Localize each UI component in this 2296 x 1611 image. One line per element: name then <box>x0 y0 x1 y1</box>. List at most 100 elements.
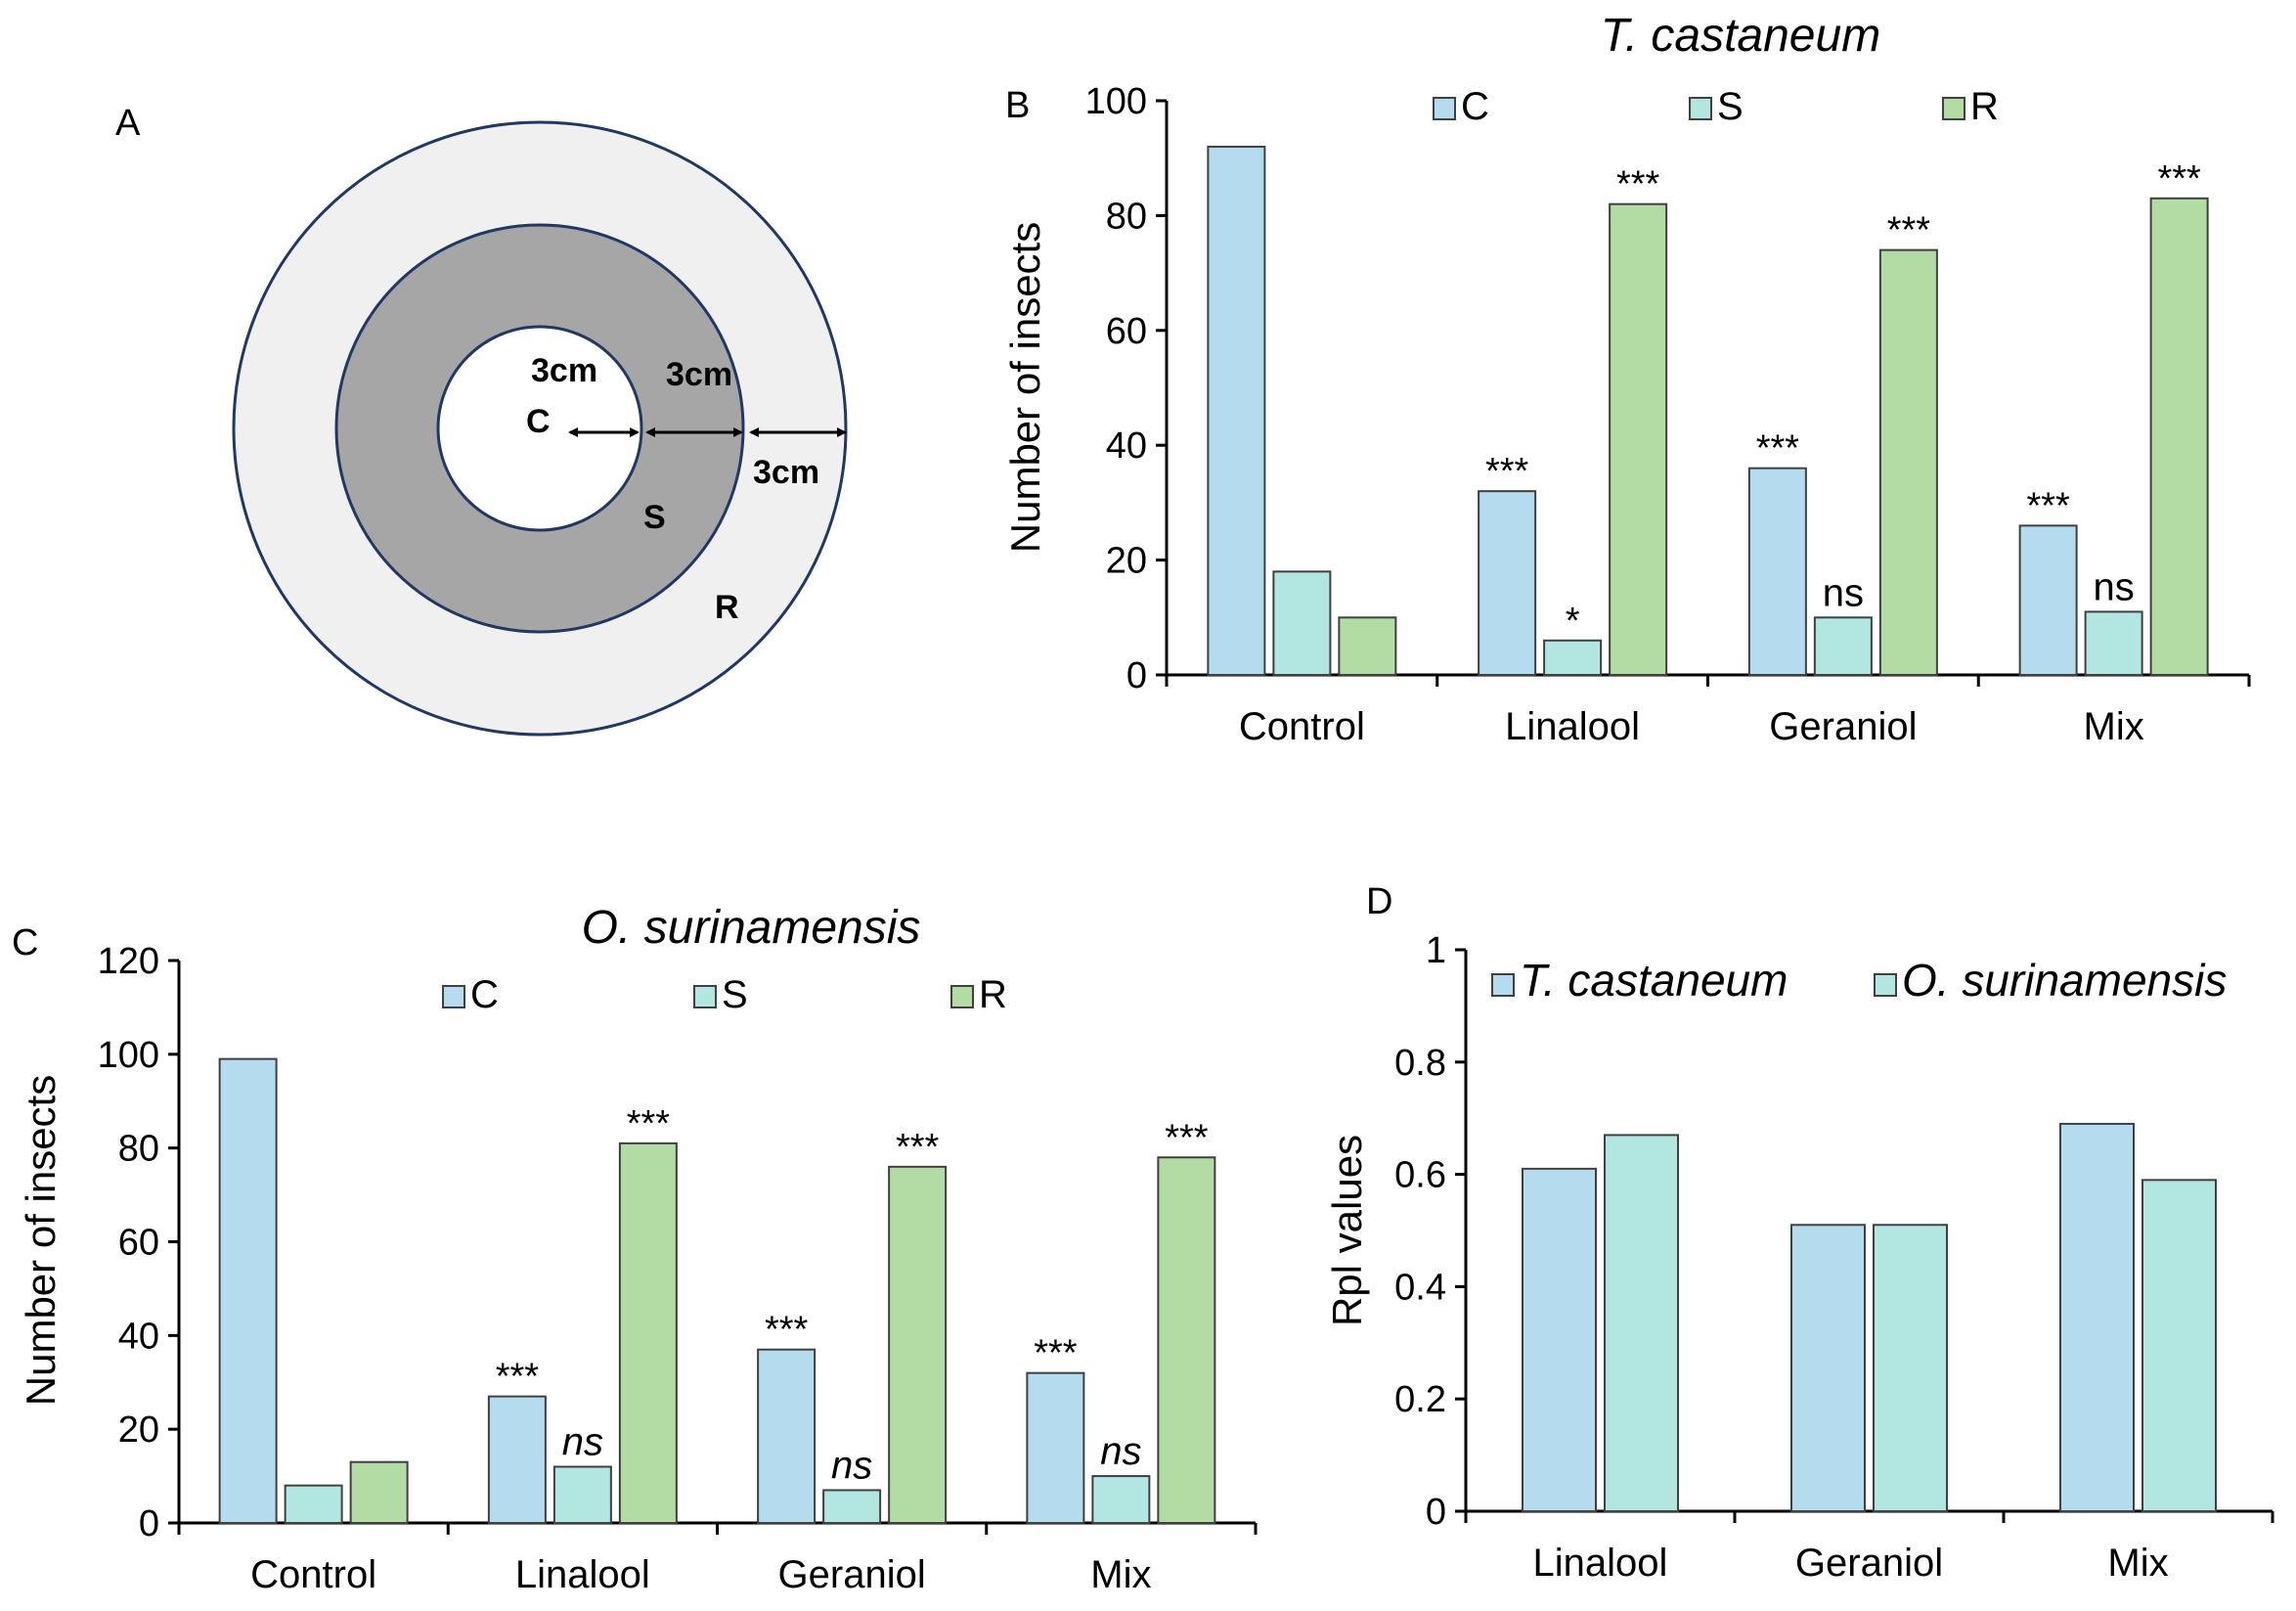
chart-b-x-tick-label: Linalool <box>1505 705 1640 748</box>
panel-a-diagram: A 3cm 3cm 3cm C S R <box>115 103 848 737</box>
chart-c-legend-swatch <box>693 985 717 1008</box>
chart-c-y-tick-label: 80 <box>118 1129 159 1170</box>
chart-d-y-tick-label: 0.8 <box>1394 1043 1446 1084</box>
panel-label-c: C <box>12 922 38 963</box>
chart-c-bar-r <box>618 1141 678 1524</box>
chart-b-significance-label: *** <box>1616 164 1660 205</box>
chart-c-significance-label: ns <box>831 1444 872 1487</box>
chart-c-legend-label: C <box>470 973 499 1016</box>
panel-d-chart: D Rpl values 0 0.2 0.4 0.6 0.8 1 Linalool Geran… <box>1324 881 2274 1585</box>
chart-d-y-tick-label: 0.6 <box>1394 1155 1446 1196</box>
chart-d-legend-swatch <box>1491 973 1515 997</box>
chart-d-x-tick-label: Geraniol <box>1795 1542 1943 1585</box>
chart-b-bar-r <box>1609 202 1668 676</box>
chart-c-bar-c <box>757 1348 817 1525</box>
panel-label-d: D <box>1366 881 1392 922</box>
chart-c-significance-label: *** <box>1034 1333 1078 1374</box>
chart-b-significance-label: *** <box>2026 485 2070 526</box>
chart-b-significance-label: ns <box>2094 565 2135 608</box>
chart-d-y-tick-label: 0.2 <box>1394 1379 1446 1420</box>
chart-c-significance-label: *** <box>496 1357 540 1398</box>
chart-c-bar-c <box>487 1395 547 1524</box>
chart-b-bar-c <box>1207 145 1266 676</box>
chart-b-x-tick-label: Mix <box>2084 705 2144 748</box>
chart-b-bar-c <box>1747 467 1807 676</box>
chart-b-significance-label: ns <box>1823 571 1864 614</box>
chart-c-bar-s <box>552 1465 612 1524</box>
chart-b-significance-label: *** <box>1756 428 1800 470</box>
chart-c-significance-label: *** <box>1165 1117 1209 1158</box>
chart-b-bar-s <box>1813 616 1873 676</box>
chart-b-bar-c <box>2018 524 2078 676</box>
chart-b-significance-label: *** <box>1887 210 1931 251</box>
chart-b-x-tick-label: Control <box>1239 705 1365 748</box>
chart-d-bar-t-castaneum <box>1790 1224 1866 1512</box>
chart-b-bar-s <box>1272 570 1332 677</box>
chart-b-y-tick-label: 0 <box>1126 655 1147 696</box>
chart-c-title: O. surinamensis <box>582 902 921 954</box>
chart-c-x-tick-label: Control <box>250 1553 376 1596</box>
chart-c-legend-label: R <box>979 973 1007 1016</box>
chart-b-legend-swatch <box>1433 97 1456 120</box>
chart-c-legend-label: S <box>722 973 748 1016</box>
chart-d-bar-t-castaneum <box>1522 1167 1597 1512</box>
chart-b-significance-label: *** <box>1485 451 1529 492</box>
chart-b-bar-r <box>1338 616 1397 676</box>
chart-d-legend-label: O. surinamensis <box>1902 955 2227 1006</box>
chart-d-x-tick-label: Linalool <box>1533 1542 1668 1585</box>
chart-b-y-tick-label: 80 <box>1106 196 1147 237</box>
chart-d-legend-swatch <box>1874 973 1897 997</box>
chart-c-bar-c <box>218 1057 278 1524</box>
chart-c-bar-r <box>349 1460 409 1525</box>
chart-b-title: T. castaneum <box>1601 10 1880 62</box>
chart-c-bar-r <box>1157 1156 1216 1524</box>
chart-b-legend-label: R <box>1970 85 1999 128</box>
chart-d-x-tick-label: Mix <box>2107 1542 2168 1585</box>
chart-c-y-tick-label: 20 <box>118 1410 159 1451</box>
zone-label-s: S <box>643 499 666 536</box>
chart-c-y-tick-label: 0 <box>139 1503 159 1544</box>
chart-c-y-tick-label: 40 <box>118 1316 159 1357</box>
chart-b-y-tick-label: 100 <box>1085 81 1147 122</box>
chart-b-legend-swatch <box>1942 97 1965 120</box>
chart-b-bar-r <box>2149 197 2209 676</box>
dimension-label-outer: 3cm <box>753 454 819 491</box>
chart-c-bar-s <box>1091 1475 1151 1525</box>
chart-b-y-tick-label: 60 <box>1106 311 1147 352</box>
chart-b-bar-s <box>1543 639 1603 677</box>
chart-c-y-tick-label: 60 <box>118 1223 159 1264</box>
chart-c-y-tick-label: 120 <box>98 941 159 982</box>
panel-b-chart: B T. castaneum Number of insects 0 20 40 60… <box>1002 10 2251 748</box>
panel-label-b: B <box>1005 85 1030 126</box>
chart-c-significance-label: ns <box>1100 1430 1141 1473</box>
chart-b-x-tick-label: Geraniol <box>1769 705 1917 748</box>
chart-c-significance-label: ns <box>562 1421 603 1464</box>
chart-c-bar-s <box>822 1489 882 1525</box>
chart-d-y-tick-label: 1 <box>1426 930 1446 971</box>
chart-b-y-tick-label: 20 <box>1106 541 1147 582</box>
chart-b-y-tick-label: 40 <box>1106 425 1147 467</box>
chart-d-legend-label: T. castaneum <box>1520 955 1788 1006</box>
chart-b-legend-label: C <box>1461 85 1489 128</box>
chart-c-bar-r <box>888 1165 948 1525</box>
chart-d-bar-o-surinamensis <box>1873 1224 1948 1512</box>
chart-d-bar-o-surinamensis <box>2141 1179 2217 1512</box>
chart-b-significance-label: * <box>1566 601 1580 642</box>
chart-c-y-axis-label: Number of insects <box>18 1075 64 1406</box>
zone-label-r: R <box>715 589 739 626</box>
chart-b-y-axis-label: Number of insects <box>1002 222 1048 553</box>
chart-b-significance-label: *** <box>2157 158 2201 200</box>
panel-c-chart: C O. surinamensis Number of insects 0 20 4… <box>12 902 1258 1596</box>
panel-label-a: A <box>115 103 141 144</box>
dimension-label-inner: 3cm <box>531 352 597 389</box>
chart-c-x-tick-label: Mix <box>1090 1553 1151 1596</box>
chart-c-y-tick-label: 100 <box>98 1035 159 1076</box>
chart-c-significance-label: *** <box>627 1103 671 1144</box>
chart-c-significance-label: *** <box>765 1310 809 1351</box>
chart-c-x-tick-label: Geraniol <box>778 1553 926 1596</box>
chart-b-legend-label: S <box>1717 85 1744 128</box>
chart-c-significance-label: *** <box>896 1127 940 1168</box>
zone-label-c: C <box>526 403 551 440</box>
chart-c-x-tick-label: Linalool <box>515 1553 650 1596</box>
